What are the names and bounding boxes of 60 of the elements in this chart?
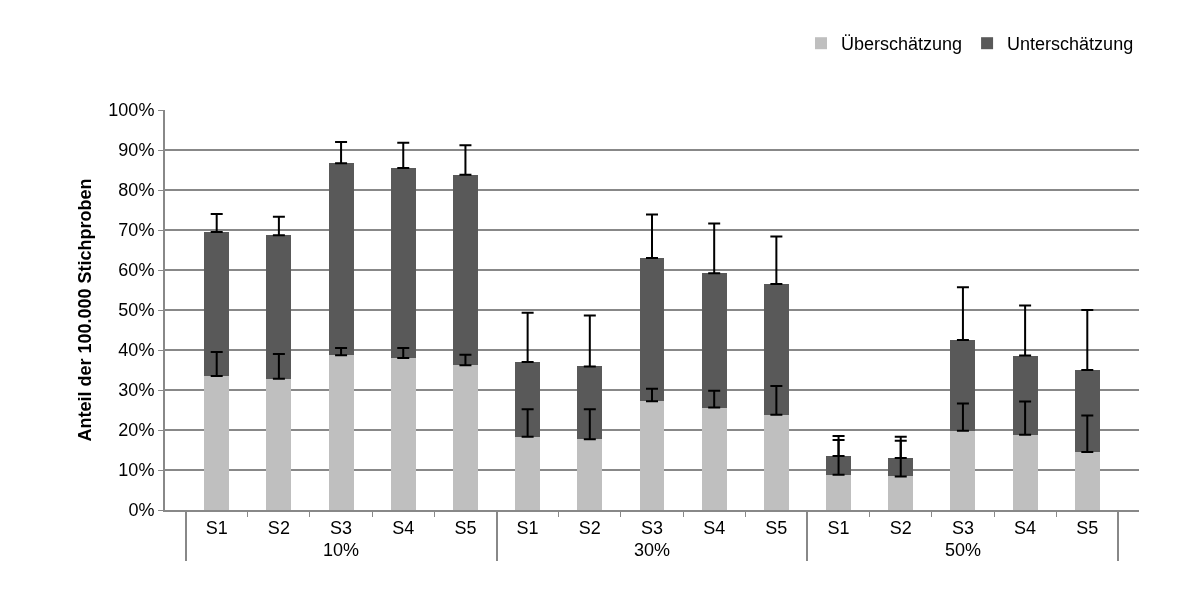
y-tick-label: 40%: [118, 340, 155, 361]
bar: [515, 436, 541, 510]
bar: [1012, 434, 1038, 510]
bar: [515, 362, 541, 437]
bar: [266, 235, 292, 379]
bar: [639, 401, 665, 510]
y-tick-label: 10%: [118, 460, 155, 481]
bar: [826, 474, 851, 510]
bar: [888, 476, 914, 510]
bar: [204, 376, 230, 510]
y-tick-label: 0%: [128, 500, 155, 521]
bar: [577, 439, 603, 510]
bar: [328, 163, 354, 356]
bar: [266, 378, 292, 510]
x-tick-label: S2: [267, 517, 290, 538]
legend-label: Überschätzung: [841, 34, 963, 55]
x-tick-label: S2: [578, 517, 601, 538]
x-tick-label: S1: [516, 517, 539, 538]
bar: [328, 355, 354, 510]
bar: [577, 366, 603, 440]
text: 10%: [323, 539, 360, 560]
bar: [390, 168, 416, 358]
bar: [950, 430, 976, 510]
x-tick-label: S5: [454, 517, 477, 538]
bar: [763, 414, 789, 510]
x-tick-label: S2: [889, 517, 912, 538]
y-tick-label: 90%: [118, 140, 155, 161]
text: 50%: [944, 539, 981, 560]
y-tick-label: 20%: [118, 420, 155, 441]
x-tick-label: S4: [703, 517, 726, 538]
bar: [390, 358, 416, 510]
x-tick-label: S4: [392, 517, 415, 538]
y-tick-label: 50%: [118, 300, 155, 321]
bar: [204, 232, 230, 376]
y-tick-label: 80%: [118, 180, 155, 201]
y-axis-title: Anteil der 100.000 Stichproben: [75, 178, 96, 442]
x-tick-label: S4: [1014, 517, 1037, 538]
bar: [453, 174, 478, 366]
bar: [1012, 355, 1038, 435]
bar: [1074, 370, 1100, 452]
legend-label: Unterschätzung: [1007, 34, 1134, 55]
x-tick-label: S3: [951, 517, 974, 538]
x-tick-label: S3: [640, 517, 664, 538]
bar: [701, 273, 727, 408]
bar: [763, 284, 789, 415]
y-tick-label: 100%: [108, 100, 155, 121]
x-tick-label: S5: [1076, 517, 1099, 538]
x-tick-label: S1: [205, 517, 228, 538]
y-tick-label: 60%: [118, 260, 155, 281]
bar: [453, 365, 478, 510]
y-tick-label: 70%: [118, 220, 155, 241]
x-tick-label: S1: [827, 517, 850, 538]
bar: [639, 258, 665, 402]
text: 30%: [633, 539, 671, 560]
bar: [1074, 452, 1100, 510]
x-tick-label: S5: [765, 517, 788, 538]
bar: [701, 407, 727, 510]
bar: [950, 340, 976, 431]
x-tick-label: S3: [330, 517, 353, 538]
y-tick-label: 30%: [118, 380, 155, 401]
